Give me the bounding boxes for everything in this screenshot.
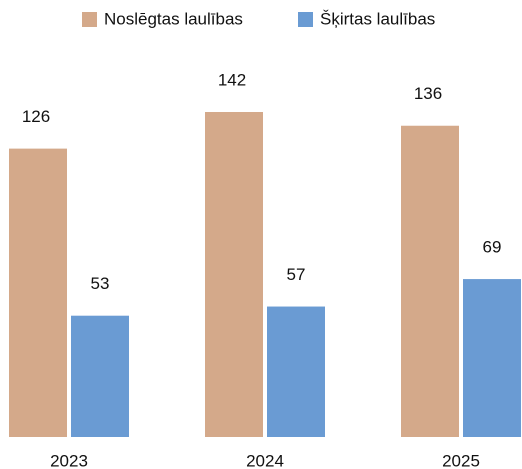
legend-swatch bbox=[298, 12, 313, 27]
value-label: 57 bbox=[287, 265, 306, 284]
legend-label: Šķirtas laulības bbox=[320, 9, 435, 28]
x-tick-label: 2025 bbox=[442, 451, 480, 469]
bar bbox=[71, 315, 129, 437]
value-label: 126 bbox=[22, 107, 50, 126]
value-label: 69 bbox=[483, 238, 502, 257]
value-label: 53 bbox=[91, 274, 110, 293]
legend-swatch bbox=[82, 12, 97, 27]
legend-label: Noslēgtas laulības bbox=[104, 9, 243, 28]
bar bbox=[463, 279, 521, 437]
bar bbox=[9, 148, 67, 437]
value-label: 142 bbox=[218, 70, 246, 89]
value-label: 136 bbox=[414, 84, 442, 103]
x-tick-label: 2023 bbox=[50, 451, 88, 469]
x-tick-label: 2024 bbox=[246, 451, 284, 469]
bar bbox=[267, 306, 325, 437]
bar bbox=[401, 125, 459, 437]
bar bbox=[205, 112, 263, 437]
